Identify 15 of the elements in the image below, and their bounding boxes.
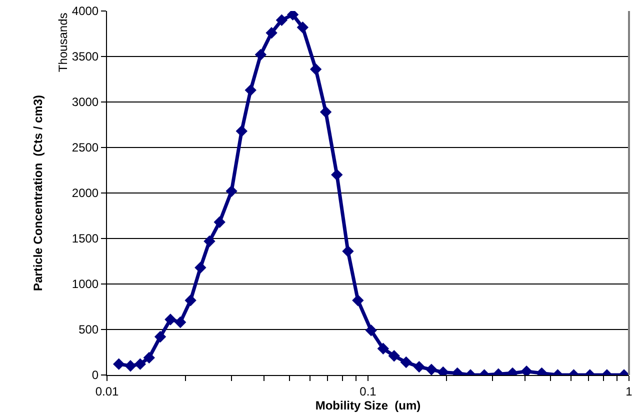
y-tick-label: 2000 (72, 186, 99, 200)
y-tick-label: 1500 (72, 232, 99, 246)
x-tick-label: 0.01 (95, 384, 119, 398)
x-tick-label: 1 (626, 384, 633, 398)
y-tick-label: 3000 (72, 95, 99, 110)
text: Thousands (56, 12, 70, 72)
x-axis-title: Mobility Size (um) (315, 398, 421, 412)
y-tick-label: 4000 (72, 4, 99, 18)
x-tick-label: 0.1 (360, 384, 377, 398)
y-tick-label: 0 (92, 368, 99, 382)
y-axis-title: Particle Concentration (Cts / cm3) (31, 94, 46, 292)
y-tick-label: 3500 (72, 50, 99, 64)
y-tick-label: 1000 (72, 277, 99, 292)
y-tick-label: 2500 (72, 140, 99, 155)
y-tick-label: 500 (78, 322, 99, 337)
